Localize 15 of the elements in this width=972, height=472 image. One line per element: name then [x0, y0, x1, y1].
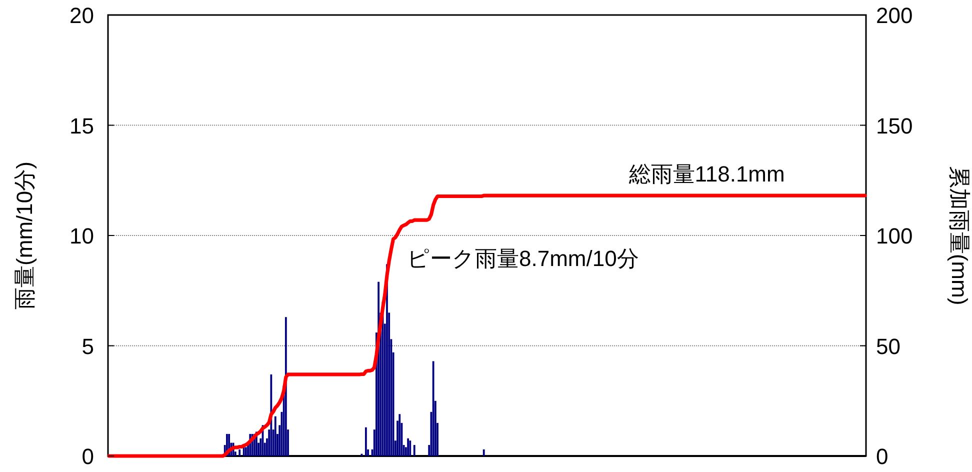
- y-tick-label: 15: [70, 113, 94, 138]
- annotation: ピーク雨量8.7mm/10分: [406, 246, 639, 272]
- y2-tick-label: 150: [876, 113, 913, 138]
- y-tick-label: 0: [82, 444, 94, 469]
- y2-tick-label: 100: [876, 224, 913, 248]
- annotation: 総雨量118.1mm: [628, 162, 785, 187]
- y2-tick-label: 50: [876, 334, 900, 359]
- y-tick-label: 5: [82, 334, 94, 359]
- y-tick-label: 10: [70, 224, 94, 248]
- y-axis-title: 雨量(mm/10分): [12, 162, 37, 310]
- y2-axis-title: 累加雨量(mm): [947, 166, 972, 306]
- y-tick-label: 20: [70, 3, 94, 28]
- y2-tick-label: 200: [876, 3, 913, 28]
- line-series: [107, 194, 867, 458]
- y2-tick-label: 0: [876, 444, 888, 469]
